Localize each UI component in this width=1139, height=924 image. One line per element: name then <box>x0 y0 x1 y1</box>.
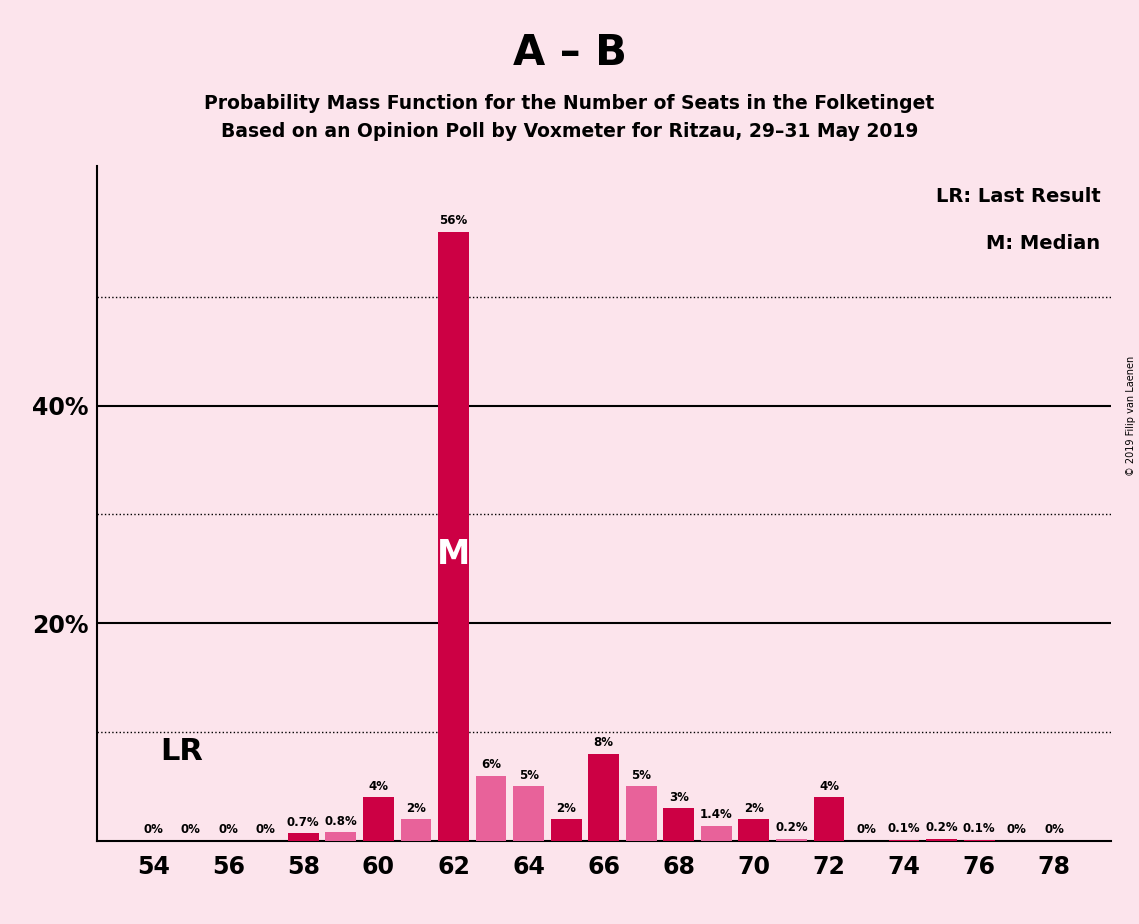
Text: 56%: 56% <box>440 214 468 227</box>
Text: 2%: 2% <box>556 802 576 815</box>
Bar <box>964 840 994 841</box>
Text: 0.2%: 0.2% <box>925 821 958 834</box>
Text: 5%: 5% <box>518 769 539 782</box>
Text: 4%: 4% <box>819 780 839 793</box>
Text: 6%: 6% <box>481 759 501 772</box>
Text: 0.1%: 0.1% <box>887 822 920 835</box>
Bar <box>738 819 769 841</box>
Text: 4%: 4% <box>368 780 388 793</box>
Text: 3%: 3% <box>669 791 689 804</box>
Text: M: M <box>437 538 470 571</box>
Text: © 2019 Filip van Laenen: © 2019 Filip van Laenen <box>1126 356 1136 476</box>
Text: 0%: 0% <box>857 823 876 836</box>
Bar <box>288 833 319 841</box>
Text: 0.2%: 0.2% <box>775 821 808 834</box>
Bar <box>776 839 806 841</box>
Text: 0%: 0% <box>144 823 163 836</box>
Text: 5%: 5% <box>631 769 652 782</box>
Bar <box>514 786 544 841</box>
Text: Probability Mass Function for the Number of Seats in the Folketinget: Probability Mass Function for the Number… <box>204 94 935 114</box>
Text: LR: LR <box>161 737 204 767</box>
Bar <box>625 786 656 841</box>
Bar <box>588 754 620 841</box>
Text: M: Median: M: Median <box>986 234 1100 253</box>
Bar <box>813 797 844 841</box>
Bar <box>551 819 582 841</box>
Text: 8%: 8% <box>593 736 614 749</box>
Text: 2%: 2% <box>744 802 764 815</box>
Text: Based on an Opinion Poll by Voxmeter for Ritzau, 29–31 May 2019: Based on an Opinion Poll by Voxmeter for… <box>221 122 918 141</box>
Text: LR: Last Result: LR: Last Result <box>935 187 1100 205</box>
Text: 0.1%: 0.1% <box>962 822 995 835</box>
Bar <box>476 775 507 841</box>
Bar <box>363 797 394 841</box>
Bar <box>326 833 357 841</box>
Text: 0.8%: 0.8% <box>325 815 358 828</box>
Text: 0%: 0% <box>1044 823 1064 836</box>
Text: 0%: 0% <box>219 823 238 836</box>
Bar <box>888 840 919 841</box>
Text: 0.7%: 0.7% <box>287 816 320 829</box>
Bar <box>700 826 731 841</box>
Bar <box>926 839 957 841</box>
Bar <box>663 808 694 841</box>
Bar <box>401 819 432 841</box>
Text: 0%: 0% <box>181 823 200 836</box>
Text: 1.4%: 1.4% <box>700 808 732 821</box>
Text: 0%: 0% <box>1007 823 1026 836</box>
Text: A – B: A – B <box>513 32 626 74</box>
Text: 2%: 2% <box>405 802 426 815</box>
Text: 0%: 0% <box>256 823 276 836</box>
Bar <box>439 232 469 841</box>
